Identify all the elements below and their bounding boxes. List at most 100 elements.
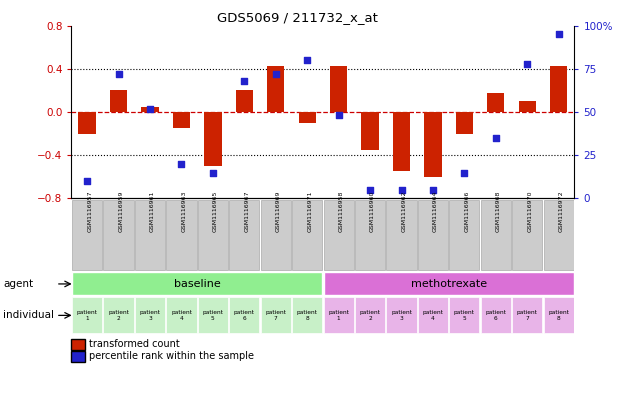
Bar [142, 107, 158, 112]
Text: methotrexate: methotrexate [410, 279, 487, 289]
Bar [330, 66, 347, 112]
Bar [550, 66, 568, 112]
FancyBboxPatch shape [324, 272, 574, 296]
FancyBboxPatch shape [292, 200, 322, 270]
Point [176, 161, 186, 167]
Text: patient
8: patient 8 [297, 310, 317, 321]
Text: patient
7: patient 7 [265, 310, 286, 321]
Text: GSM1116965: GSM1116965 [213, 191, 218, 232]
FancyBboxPatch shape [355, 298, 385, 333]
Text: GSM1116959: GSM1116959 [119, 191, 124, 232]
Text: patient
2: patient 2 [108, 310, 129, 321]
FancyBboxPatch shape [72, 200, 102, 270]
Point [208, 169, 218, 176]
Text: transformed count: transformed count [89, 339, 179, 349]
Text: patient
6: patient 6 [234, 310, 255, 321]
Bar [78, 112, 96, 134]
Bar [204, 112, 222, 166]
FancyBboxPatch shape [543, 298, 574, 333]
Text: patient
5: patient 5 [202, 310, 224, 321]
FancyBboxPatch shape [261, 200, 291, 270]
Text: GSM1116967: GSM1116967 [244, 191, 249, 232]
Text: patient
5: patient 5 [454, 310, 475, 321]
Bar [361, 112, 379, 150]
Bar [456, 112, 473, 134]
Bar [267, 66, 284, 112]
FancyBboxPatch shape [72, 272, 322, 296]
FancyBboxPatch shape [104, 200, 134, 270]
Text: GSM1116966: GSM1116966 [465, 191, 469, 232]
Text: patient
1: patient 1 [77, 310, 97, 321]
FancyBboxPatch shape [292, 298, 322, 333]
FancyBboxPatch shape [481, 298, 511, 333]
Point [522, 61, 532, 67]
FancyBboxPatch shape [104, 298, 134, 333]
Point [428, 187, 438, 193]
FancyBboxPatch shape [198, 200, 228, 270]
Point [239, 78, 249, 84]
Text: patient
7: patient 7 [517, 310, 538, 321]
FancyBboxPatch shape [166, 298, 196, 333]
Text: patient
8: patient 8 [548, 310, 569, 321]
Text: GSM1116968: GSM1116968 [496, 191, 501, 232]
FancyBboxPatch shape [386, 298, 417, 333]
FancyBboxPatch shape [198, 298, 228, 333]
Text: percentile rank within the sample: percentile rank within the sample [89, 351, 254, 361]
Point [145, 105, 155, 112]
FancyBboxPatch shape [229, 200, 260, 270]
Point [460, 169, 469, 176]
Text: patient
6: patient 6 [486, 310, 506, 321]
Bar [487, 92, 504, 112]
Text: GSM1116964: GSM1116964 [433, 191, 438, 232]
Point [554, 31, 564, 37]
FancyBboxPatch shape [135, 200, 165, 270]
Bar [110, 90, 127, 112]
Text: GSM1116970: GSM1116970 [527, 191, 532, 232]
Title: GDS5069 / 211732_x_at: GDS5069 / 211732_x_at [217, 11, 378, 24]
Text: GSM1116963: GSM1116963 [181, 191, 186, 232]
Bar [393, 112, 410, 171]
Bar [173, 112, 190, 128]
FancyBboxPatch shape [135, 298, 165, 333]
Text: patient
4: patient 4 [171, 310, 192, 321]
FancyBboxPatch shape [324, 298, 354, 333]
FancyBboxPatch shape [543, 200, 574, 270]
Bar [424, 112, 442, 177]
FancyBboxPatch shape [355, 200, 385, 270]
FancyBboxPatch shape [229, 298, 260, 333]
Bar [519, 101, 536, 112]
FancyBboxPatch shape [450, 200, 479, 270]
Text: GSM1116958: GSM1116958 [338, 191, 343, 232]
Text: patient
3: patient 3 [391, 310, 412, 321]
Point [302, 57, 312, 63]
FancyBboxPatch shape [450, 298, 479, 333]
FancyBboxPatch shape [261, 298, 291, 333]
FancyBboxPatch shape [481, 200, 511, 270]
Text: agent: agent [3, 279, 34, 289]
FancyBboxPatch shape [512, 298, 542, 333]
Text: GSM1116961: GSM1116961 [150, 191, 155, 232]
Text: GSM1116969: GSM1116969 [276, 191, 281, 232]
Text: individual: individual [3, 310, 54, 320]
FancyBboxPatch shape [512, 200, 542, 270]
Point [491, 135, 501, 141]
Point [397, 187, 407, 193]
Text: patient
1: patient 1 [329, 310, 349, 321]
FancyBboxPatch shape [72, 298, 102, 333]
Point [333, 112, 343, 119]
FancyBboxPatch shape [386, 200, 417, 270]
Point [271, 71, 281, 77]
Point [114, 71, 124, 77]
Text: GSM1116972: GSM1116972 [559, 191, 564, 232]
Bar [236, 90, 253, 112]
Point [82, 178, 92, 184]
FancyBboxPatch shape [418, 298, 448, 333]
Text: GSM1116960: GSM1116960 [370, 191, 375, 232]
Text: patient
2: patient 2 [360, 310, 381, 321]
Text: baseline: baseline [174, 279, 220, 289]
Point [365, 187, 375, 193]
Bar [299, 112, 316, 123]
Text: patient
3: patient 3 [140, 310, 160, 321]
Text: GSM1116962: GSM1116962 [402, 191, 407, 232]
Text: GSM1116971: GSM1116971 [307, 191, 312, 232]
